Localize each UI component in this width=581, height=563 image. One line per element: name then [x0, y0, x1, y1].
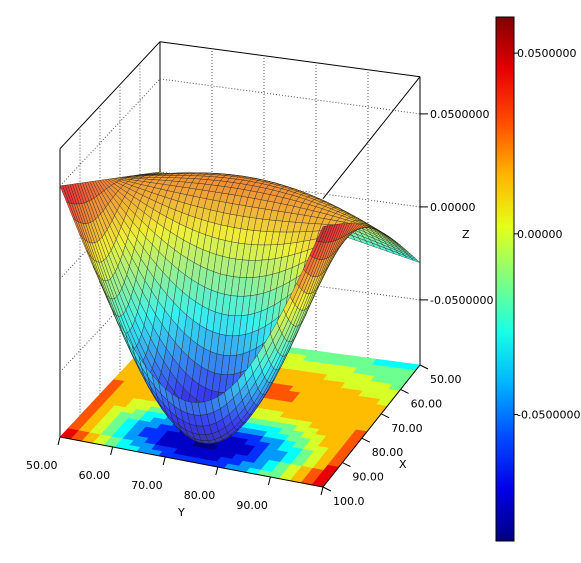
y-tick [163, 457, 165, 465]
y-tick-label: 60.00 [79, 469, 111, 482]
colorbar [496, 17, 514, 541]
box-edge-top [60, 42, 160, 149]
box-edge-top [323, 77, 420, 199]
y-tick [111, 447, 113, 455]
y-tick-label: 80.00 [184, 489, 216, 502]
y-tick-label: 90.00 [236, 499, 268, 512]
x-tick-label: 60.00 [411, 397, 443, 410]
wall-grid-line [160, 79, 420, 114]
z-tick-label: 0.0500000 [430, 108, 490, 121]
box-edge-top [160, 42, 420, 77]
z-tick-label: 0.00000 [430, 201, 476, 214]
colorbar-ticks: 0.0500000 0.00000 -0.0500000 [514, 47, 580, 421]
y-tick-label: 50.00 [26, 459, 58, 472]
z-axis-label: Z [462, 228, 470, 241]
x-tick [362, 438, 370, 442]
y-tick-label: 70.00 [131, 479, 163, 492]
z-tick-label: -0.0500000 [430, 294, 493, 307]
y-tick [321, 487, 323, 495]
x-tick-label: 50.00 [430, 373, 462, 386]
x-tick [381, 414, 389, 418]
x-tick-label: 90.00 [352, 471, 384, 484]
colorbar-tick-label: 0.00000 [517, 228, 563, 241]
colorbar-tick-label: -0.0500000 [517, 409, 580, 422]
colorbar-tick-label: 0.0500000 [517, 47, 577, 60]
x-axis-label: X [399, 458, 407, 471]
y-tick [268, 477, 270, 485]
x-tick-label: 100.0 [333, 495, 365, 508]
x-tick [420, 365, 428, 369]
x-tick-label: 70.00 [391, 422, 423, 435]
y-tick [216, 467, 218, 475]
y-tick [58, 437, 60, 445]
y-axis-label: Y [177, 506, 185, 519]
x-tick [342, 463, 350, 467]
x-tick [401, 389, 409, 393]
x-tick [323, 487, 331, 491]
